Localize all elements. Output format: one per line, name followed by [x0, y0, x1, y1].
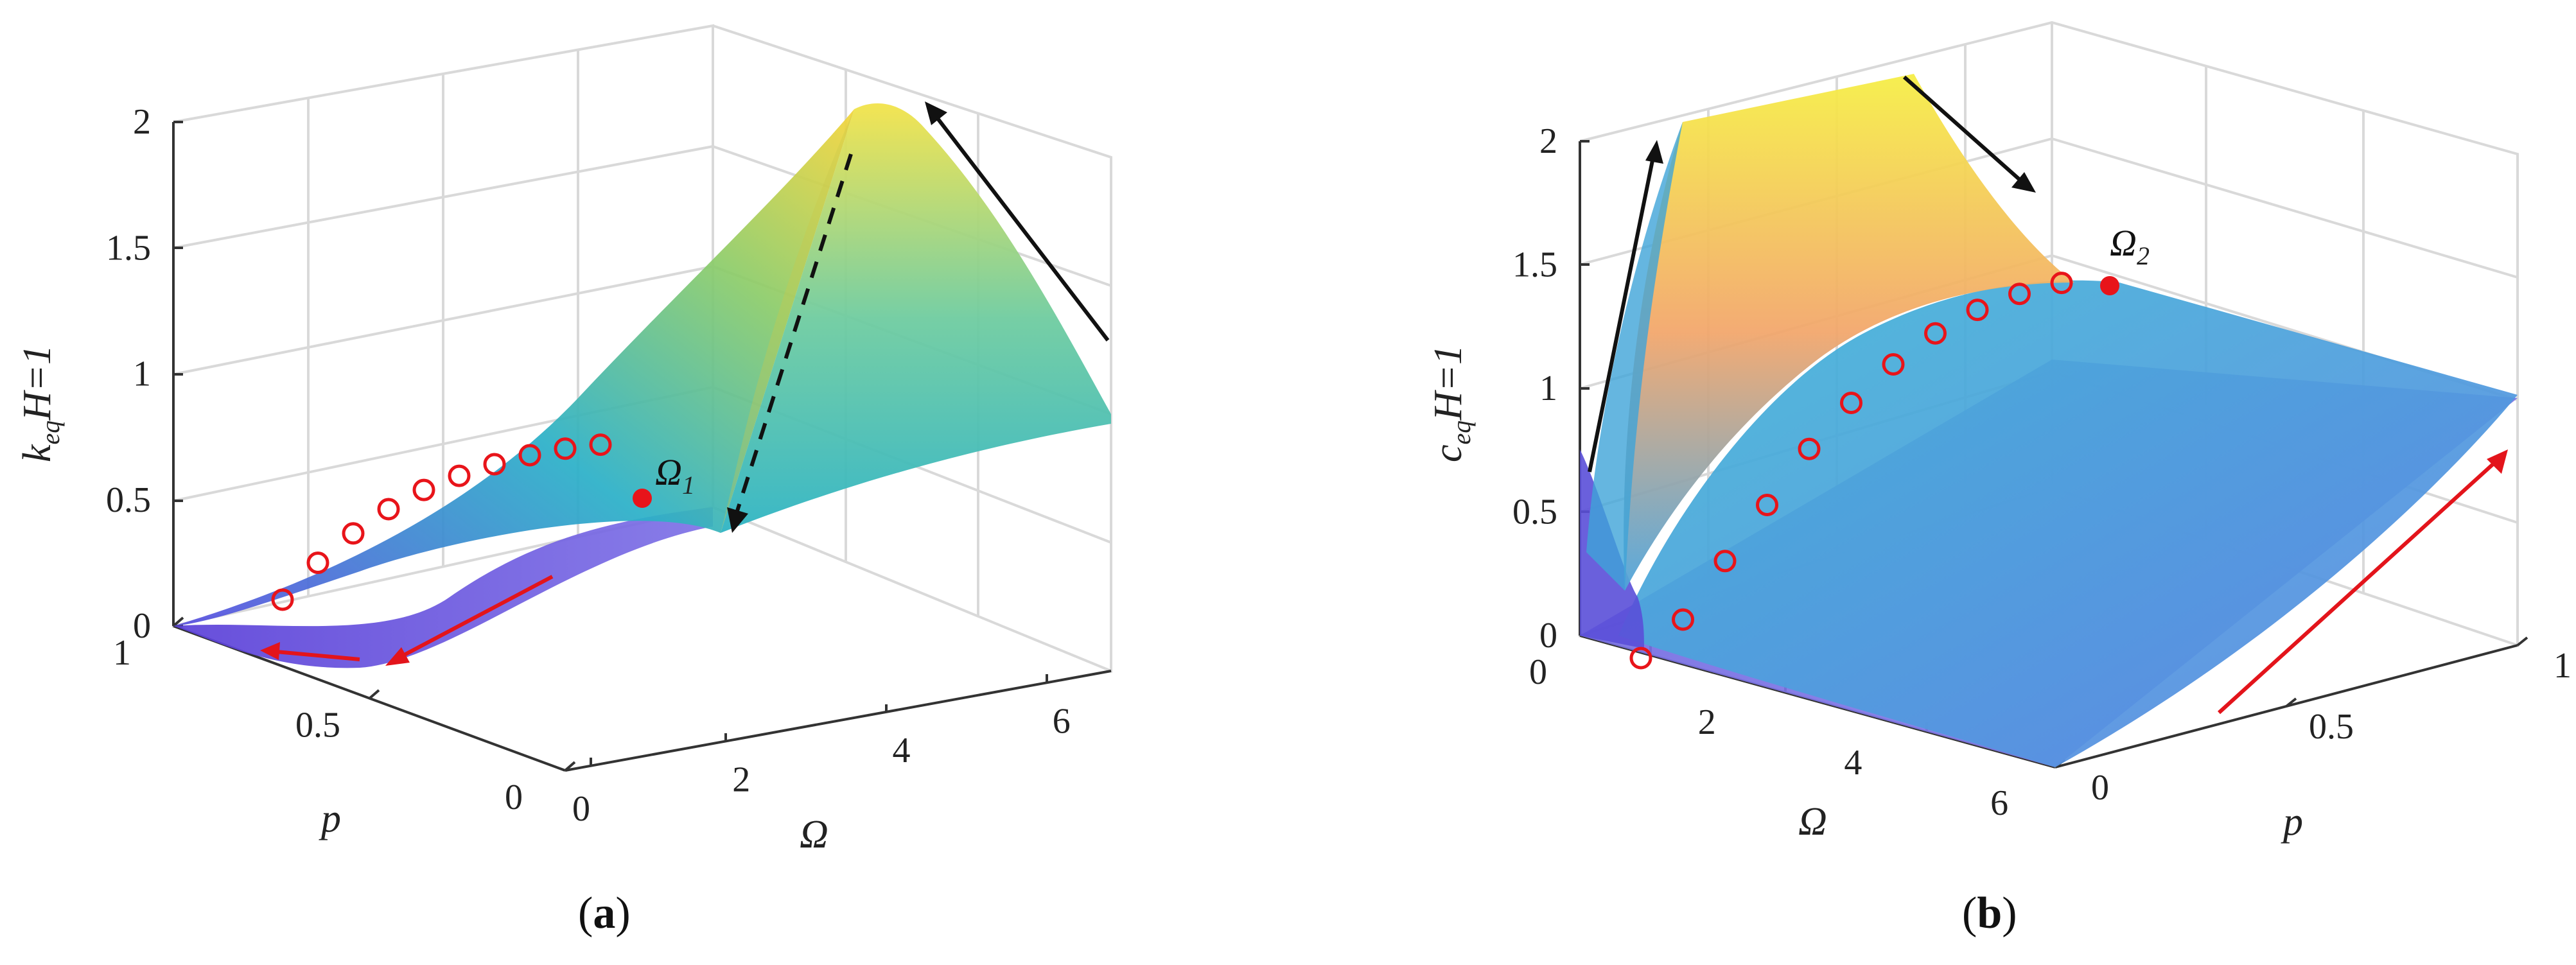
- panel-b-red-arrowhead: [2487, 449, 2508, 474]
- panel-a-surface-peak: [721, 103, 1111, 533]
- ridge-marker: [1798, 437, 1821, 460]
- panel-a-surface-slope: [173, 109, 854, 626]
- panel-b-surface-ridge-left-edge: [1586, 122, 1683, 591]
- ridge-marker: [342, 522, 365, 545]
- panel-a-red-arrowhead-2: [260, 642, 280, 660]
- panel-b-omega2-point: [2100, 276, 2119, 295]
- ridge-marker: [448, 464, 471, 487]
- ridge-marker: [2008, 283, 2031, 306]
- panel-b-z-tick-label: 1.5: [1512, 245, 1557, 285]
- panel-a-red-arrowhead-1: [385, 647, 410, 666]
- panel-b-z-tick-label: 1: [1539, 369, 1557, 408]
- ridge-marker: [412, 478, 435, 501]
- panel-b-z-tick-label: 2: [1539, 121, 1557, 161]
- panel-b-p-tick-label: 0: [2091, 768, 2109, 808]
- panel-a-red-arrow-2: [276, 650, 360, 661]
- panel-b-p-tick-label: 0.5: [2309, 707, 2354, 747]
- panel-b-omega-tick-labels: 0 2 4 6: [1529, 652, 2008, 823]
- panel-a-p-tick-labels: 00.51: [113, 633, 523, 817]
- panel-a-surface-dark-facet: [721, 109, 854, 533]
- panel-b-p-tick-labels: 00.51: [2091, 646, 2572, 808]
- panel-a-omega1-point: [633, 489, 652, 508]
- panel-b-black-arrow-up: [1588, 153, 1656, 473]
- ridge-marker: [1713, 550, 1737, 573]
- panel-b-omega-tick-label: 2: [1698, 702, 1716, 742]
- panel-b-p-tick-label: 1: [2554, 646, 2572, 686]
- ridge-marker: [1924, 322, 1947, 345]
- panel-b-black-arrowhead-down: [2011, 172, 2036, 193]
- panel-a-omega-tick-label: 6: [1053, 701, 1071, 741]
- ridge-marker: [1629, 647, 1652, 670]
- panel-b-red-arrow: [2217, 460, 2497, 715]
- ridge-marker: [1966, 299, 1989, 322]
- panel-a-black-arrowhead: [925, 101, 947, 125]
- panel-a-black-arrow: [933, 113, 1110, 342]
- panel-b-z-tick-label: 0: [1539, 616, 1557, 656]
- panel-b-omega-tick-label: 6: [1990, 783, 2008, 823]
- ridge-marker: [2050, 272, 2073, 295]
- ridge-marker: [1672, 608, 1694, 631]
- panel-b-z-tick-labels: 0 0.5 1 1.5 2: [1512, 121, 1557, 656]
- panel-b-z-axis-label: ceqH=1: [1426, 345, 1476, 462]
- panel-a-omega-tick-label: 2: [732, 760, 750, 799]
- panel-b-black-arrow-down: [1903, 75, 2021, 182]
- panel-a-omega1-label: Ω1: [655, 451, 695, 500]
- panel-a-omega-tick-label: 0: [572, 789, 590, 829]
- panel-b-z-tick-label: 0.5: [1512, 492, 1557, 532]
- panel-b-omega-axis-label: Ω: [1798, 800, 1827, 844]
- ridge-marker: [271, 588, 294, 611]
- panel-b-omega2-label: Ω2: [2110, 222, 2150, 270]
- panel-b-caption: (b): [1962, 889, 2017, 938]
- ridge-marker: [483, 453, 506, 476]
- ridge-marker: [306, 552, 329, 574]
- panel-a-z-axis-label: keqH=1: [15, 345, 65, 462]
- ridge-marker: [518, 444, 541, 467]
- panel-a-dashed-arrow: [733, 153, 853, 517]
- panel-a-p-axis-label: p: [319, 797, 341, 840]
- panel-a-p-tick-label: 1: [113, 633, 131, 673]
- panel-a-z-tick-label: 1: [133, 354, 151, 394]
- panel-b-surface-ridge: [1624, 74, 2074, 591]
- panel-a-p-tick-label: 0.5: [295, 706, 340, 745]
- panel-a-p-tick-label: 0: [505, 778, 523, 817]
- panel-b-omega-tick-label: 0: [1529, 652, 1547, 692]
- ridge-marker: [554, 437, 577, 460]
- panel-a-z-tick-labels: 0 0.5 1 1.5 2: [106, 102, 151, 646]
- ridge-marker: [1756, 494, 1778, 516]
- panel-a-z-tick-label: 0: [133, 606, 151, 646]
- panel-a-omega-tick-label: 4: [892, 731, 910, 770]
- ridge-marker: [1840, 392, 1862, 414]
- panel-a-red-arrow-1: [397, 575, 554, 660]
- panel-b-omega-tick-label: 4: [1844, 743, 1862, 783]
- panel-a-dashed-arrowhead: [727, 507, 748, 533]
- panel-a-omega-axis-label: Ω: [800, 813, 828, 856]
- panel-b-p-axis-label: p: [2281, 800, 2303, 844]
- ridge-marker: [589, 433, 612, 456]
- panel-a-z-tick-label: 2: [133, 102, 151, 142]
- panel-a-omega-tick-labels: 0 2 4 6: [572, 701, 1071, 829]
- panel-b-ridge-markers: [1629, 272, 2073, 670]
- panel-a-z-tick-label: 0.5: [106, 480, 151, 520]
- ridge-marker: [377, 498, 400, 521]
- ridge-marker: [1882, 353, 1905, 376]
- panel-a-caption: (a): [578, 889, 631, 938]
- panel-a-surface-low: [173, 507, 713, 668]
- panel-a-ridge-markers: [271, 433, 612, 611]
- panel-a-z-tick-label: 1.5: [106, 228, 151, 268]
- panel-b-black-arrowhead-up: [1645, 140, 1663, 164]
